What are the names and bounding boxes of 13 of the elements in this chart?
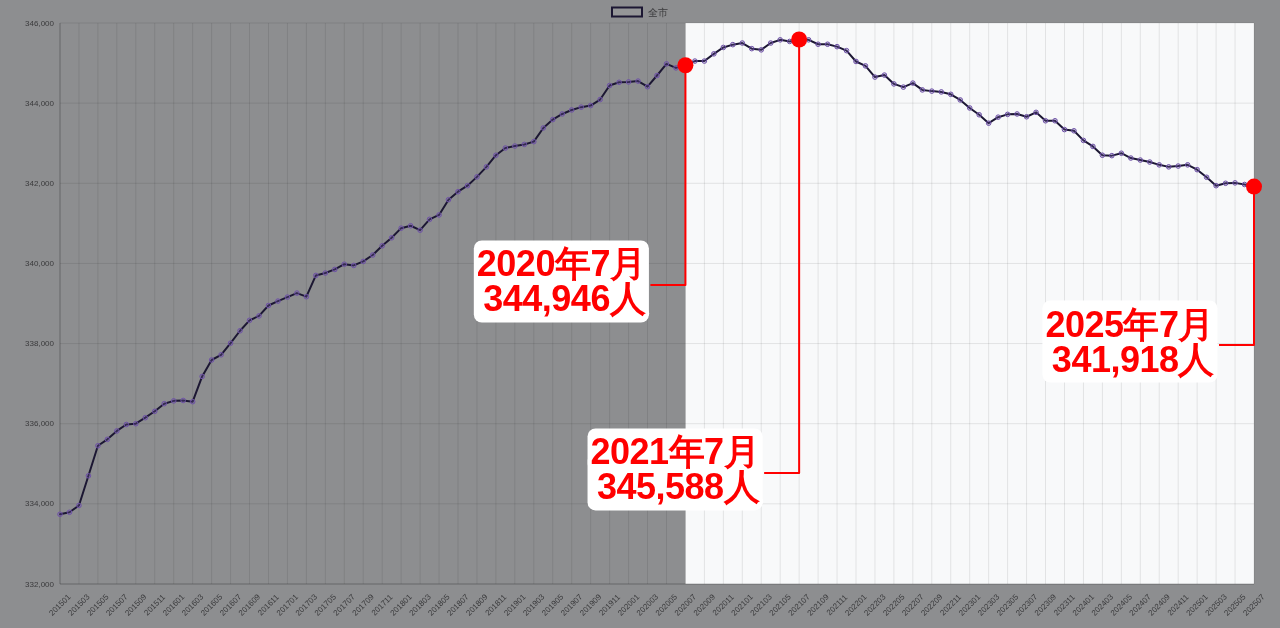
annotation: 2020年7月 344,946人 xyxy=(476,243,646,320)
y-tick: 334,000 xyxy=(25,499,54,509)
y-tick: 344,000 xyxy=(25,98,54,108)
legend: 全市 xyxy=(611,6,668,18)
annotation: 2025年7月 341,918人 xyxy=(1045,303,1215,380)
y-tick: 346,000 xyxy=(25,18,54,28)
y-tick: 338,000 xyxy=(25,339,54,349)
y-tick: 340,000 xyxy=(25,258,54,268)
y-tick: 336,000 xyxy=(25,419,54,429)
y-tick: 342,000 xyxy=(25,178,54,188)
legend-label: 全市 xyxy=(648,6,668,18)
annotation: 2021年7月 345,588人 xyxy=(590,431,760,508)
y-tick: 332,000 xyxy=(25,579,54,589)
